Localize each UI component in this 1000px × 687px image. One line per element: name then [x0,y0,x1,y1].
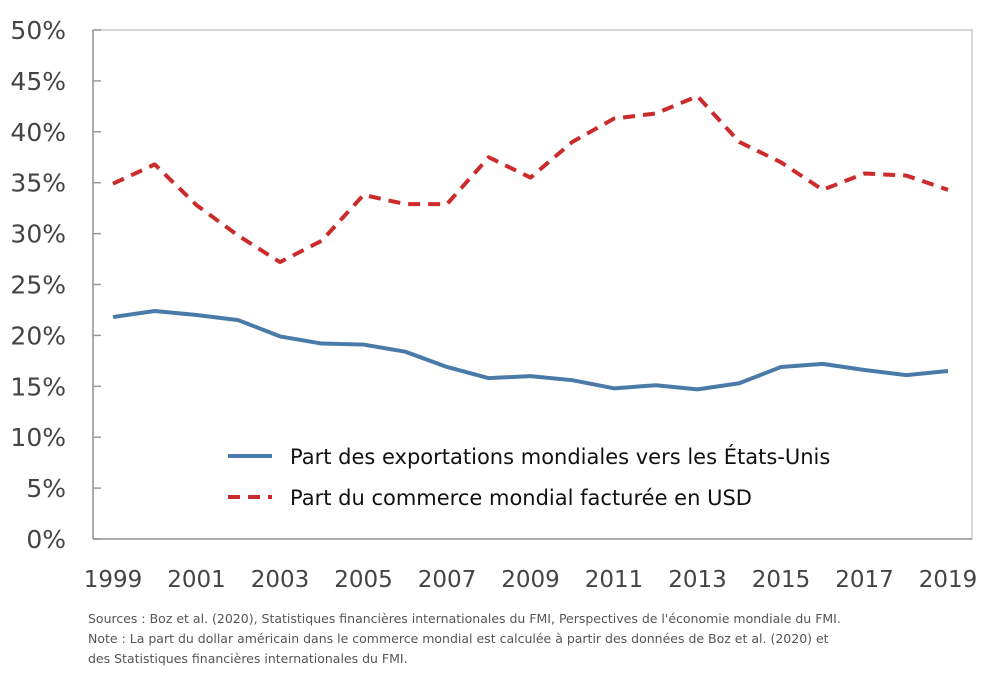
y-tick-label: 50% [10,16,66,45]
y-tick-label: 35% [10,169,66,198]
x-tick-label: 2001 [167,567,226,593]
y-tick-label: 0% [26,525,66,554]
x-tick-label: 2003 [251,567,310,593]
sources-note: Sources : Boz et al. (2020), Statistique… [88,611,841,626]
x-tick-label: 2011 [585,567,644,593]
x-tick-label: 1999 [84,567,143,593]
y-tick-label: 25% [10,271,66,300]
x-tick-label: 2019 [919,567,978,593]
legend-label-1: Part du commerce mondial facturée en USD [290,486,752,510]
x-tick-label: 2015 [752,567,811,593]
x-tick-label: 2017 [835,567,894,593]
x-tick-label: 2005 [334,567,393,593]
series-line-1 [112,94,949,265]
methodology-note-cont: des Statistiques financières internation… [88,651,408,666]
x-tick-label: 2009 [501,567,560,593]
x-tick-label: 2013 [668,567,727,593]
y-tick-label: 20% [10,321,66,350]
methodology-note: Note : La part du dollar américain dans … [88,631,829,646]
x-tick-label: 2007 [418,567,477,593]
y-tick-label: 5% [26,474,66,503]
y-tick-label: 40% [10,118,66,147]
y-tick-label: 30% [10,220,66,249]
y-tick-label: 15% [10,372,66,401]
y-tick-label: 10% [10,423,66,452]
legend-label-0: Part des exportations mondiales vers les… [290,444,830,469]
y-tick-label: 45% [10,67,66,96]
series-line-0 [112,308,949,392]
